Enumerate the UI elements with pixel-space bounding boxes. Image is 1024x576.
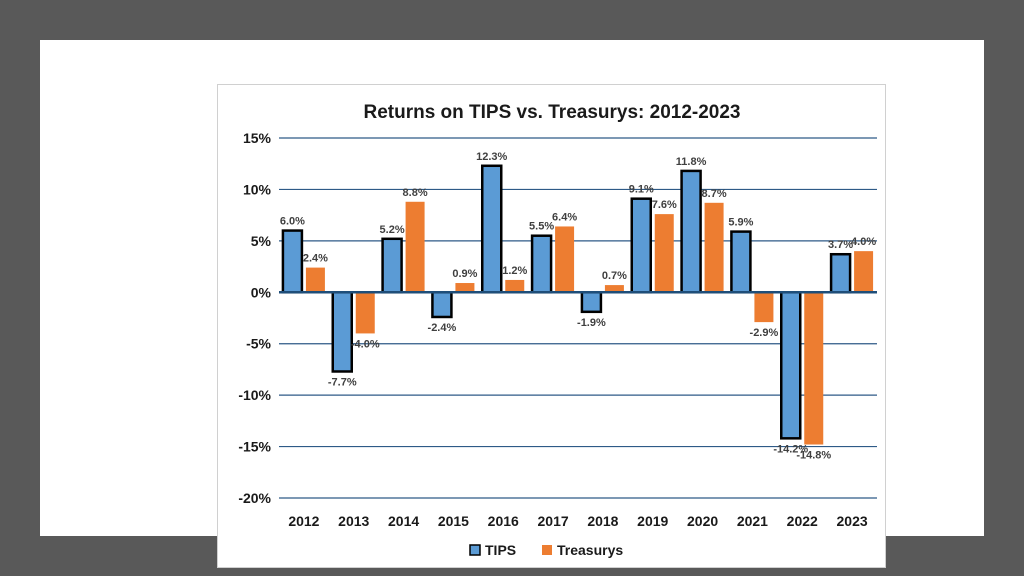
treasurys-bar-2012	[305, 267, 325, 293]
data-label: 3.7%	[828, 239, 853, 251]
data-label: 0.9%	[452, 268, 477, 280]
y-tick-label: 5%	[251, 233, 272, 249]
tips-bar-2015	[431, 291, 453, 319]
data-label: 8.8%	[403, 187, 428, 199]
treasurys-bar-2014	[405, 201, 425, 293]
x-tick-label: 2014	[388, 513, 419, 529]
x-tick-label: 2013	[338, 513, 369, 529]
data-labels: 6.0% -7.7% 5.2% -2.4% 12.3% 5.5% -1.9% 9.1% 11.8…	[280, 151, 876, 462]
data-label: 4.0%	[851, 236, 876, 248]
x-tick-label: 2020	[687, 513, 718, 529]
tips-bar-2017	[530, 234, 553, 294]
treasurys-bar-2016	[505, 279, 525, 293]
bar-chart: Returns on TIPS vs. Treasurys: 2012-2023…	[238, 102, 877, 558]
data-label: 1.2%	[502, 265, 527, 277]
tips-bar-2018	[580, 291, 603, 314]
chart-title: Returns on TIPS vs. Treasurys: 2012-2023	[363, 102, 740, 123]
tips-bar-2021	[730, 230, 752, 294]
tips-bar-2012	[281, 229, 304, 294]
y-tick-label: -10%	[238, 387, 271, 403]
x-tick-label: 2023	[837, 513, 868, 529]
data-label: 6.0%	[280, 216, 305, 228]
y-tick-label: 15%	[243, 130, 272, 146]
data-label: 0.7%	[602, 270, 627, 282]
data-label: -7.7%	[328, 376, 357, 388]
y-tick-label: -20%	[238, 490, 271, 506]
legend: TIPS Treasurys	[469, 542, 623, 558]
x-tick-label: 2019	[637, 513, 668, 529]
treasurys-bar-2015	[455, 283, 475, 293]
y-tick-label: -5%	[246, 336, 271, 352]
y-tick-label: 0%	[251, 284, 272, 300]
treasurys-bar-2017	[555, 226, 575, 293]
x-tick-label: 2012	[288, 513, 319, 529]
tips-bar-2019	[630, 197, 652, 294]
data-label: -14.2%	[773, 443, 808, 455]
tips-legend-label: TIPS	[485, 542, 516, 558]
data-label: -14.8%	[796, 450, 831, 462]
y-tick-label: 10%	[243, 181, 272, 197]
x-tick-label: 2017	[538, 513, 569, 529]
data-label: 7.6%	[652, 199, 677, 211]
tips-bar-2016	[481, 164, 503, 294]
tips-bar-2022	[780, 291, 802, 440]
data-label: 2.4%	[303, 253, 328, 265]
tips-bar-2013	[331, 291, 353, 373]
treasurys-bar-2021	[754, 292, 774, 323]
data-label: -4.0%	[351, 338, 380, 350]
gridlines	[279, 137, 877, 499]
data-label: -1.9%	[577, 317, 606, 329]
treasurys-bar-2023	[854, 251, 874, 293]
data-label: -2.4%	[428, 322, 457, 334]
treasurys-bar-2019	[654, 214, 674, 293]
data-label: -2.9%	[750, 327, 779, 339]
data-label: 5.9%	[728, 217, 753, 229]
tips-legend-swatch	[469, 544, 481, 556]
y-axis-labels: 15% 10% 5% 0% -5% -10% -15% -20%	[238, 130, 271, 506]
data-label: 12.3%	[476, 151, 507, 163]
tips-bar-2020	[680, 169, 702, 294]
treasurys-bar-2018	[604, 285, 624, 293]
treasurys-legend-label: Treasurys	[557, 542, 623, 558]
treasurys-bar-2020	[704, 202, 724, 293]
treasurys-bar-2013	[355, 292, 375, 334]
data-label: 6.4%	[552, 211, 577, 223]
data-label: 9.1%	[629, 184, 654, 196]
y-tick-label: -15%	[238, 439, 271, 455]
tips-bar-2014	[381, 237, 403, 294]
x-tick-label: 2022	[787, 513, 818, 529]
treasurys-legend-swatch	[542, 545, 552, 555]
tips-bar-2023	[829, 252, 852, 294]
data-label: 8.7%	[702, 188, 727, 200]
data-label: 5.5%	[529, 221, 554, 233]
chart-frame: Returns on TIPS vs. Treasurys: 2012-2023…	[217, 84, 886, 568]
bars	[281, 164, 874, 445]
x-tick-label: 2018	[587, 513, 618, 529]
treasurys-bar-2022	[804, 292, 824, 445]
slide-background: Returns on TIPS vs. Treasurys: 2012-2023…	[40, 40, 984, 568]
data-label: 5.2%	[380, 224, 405, 236]
x-tick-label: 2021	[737, 513, 768, 529]
data-label: 11.8%	[676, 156, 707, 168]
x-tick-label: 2015	[438, 513, 469, 529]
x-tick-label: 2016	[488, 513, 519, 529]
x-axis-labels: 2012 2013 2014 2015 2016 2017 2018 2019 2020 2021…	[288, 513, 868, 529]
